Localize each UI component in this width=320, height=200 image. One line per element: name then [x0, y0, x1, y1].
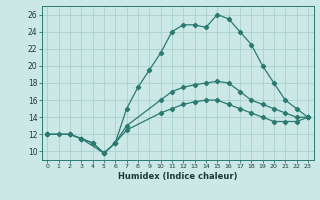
X-axis label: Humidex (Indice chaleur): Humidex (Indice chaleur)	[118, 172, 237, 181]
